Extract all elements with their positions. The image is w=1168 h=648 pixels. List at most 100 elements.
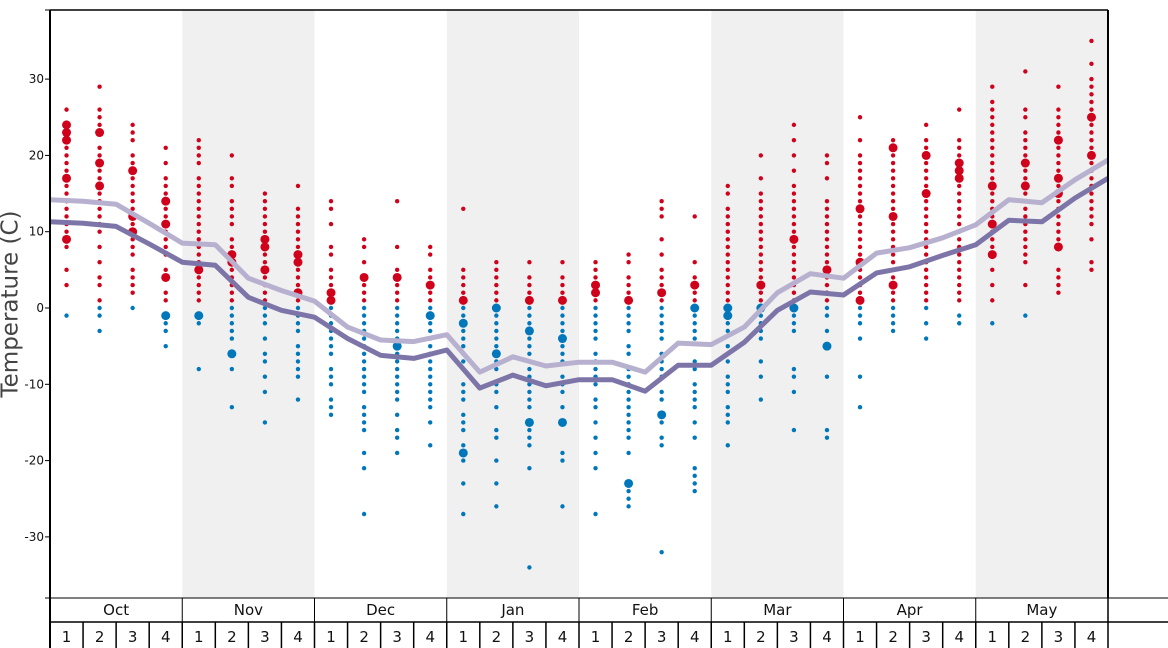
temperature-dot <box>295 244 301 250</box>
temperature-dot <box>262 374 268 379</box>
temperature-dot <box>957 237 962 242</box>
temperature-dot <box>560 328 565 334</box>
temperature-dot <box>593 466 598 471</box>
temperature-dot <box>692 260 697 265</box>
temperature-dot <box>1089 221 1094 227</box>
temperature-dot <box>1020 158 1030 168</box>
temperature-dot <box>659 214 664 219</box>
temperature-dot <box>361 351 367 356</box>
temperature-dot <box>890 260 896 265</box>
month-label: Mar <box>763 601 792 619</box>
temperature-dot <box>196 191 201 196</box>
temperature-dot <box>758 260 764 265</box>
temperature-dot <box>923 336 929 341</box>
temperature-dot <box>262 214 268 219</box>
temperature-dot <box>461 275 466 280</box>
temperature-dot <box>560 450 565 456</box>
temperature-dot <box>1056 183 1061 189</box>
temperature-dot <box>328 282 334 288</box>
temperature-dot <box>64 107 69 112</box>
lower-line <box>49 176 1110 394</box>
temperature-dot <box>328 305 334 311</box>
trend-lines <box>49 157 1110 394</box>
temperature-dot <box>328 351 334 356</box>
temperature-dot <box>855 295 865 305</box>
week-label: 4 <box>425 628 435 646</box>
temperature-dot <box>824 214 830 219</box>
temperature-dot <box>262 290 268 295</box>
temperature-dot <box>593 298 598 303</box>
temperature-dot <box>295 237 301 242</box>
week-label: 2 <box>359 628 369 646</box>
temperature-dot <box>97 191 102 196</box>
temperature-dot <box>626 275 631 280</box>
temperature-dot <box>990 267 995 273</box>
temperature-dot <box>130 305 135 311</box>
temperature-dot <box>130 153 135 158</box>
week-label: 4 <box>690 628 700 646</box>
week-label: 4 <box>822 628 832 646</box>
temperature-dot <box>1089 267 1094 273</box>
temperature-dot <box>295 267 301 273</box>
temperature-dot <box>890 290 896 295</box>
temperature-dot <box>725 244 730 250</box>
temperature-dot <box>593 260 598 265</box>
temperature-dot <box>524 326 534 336</box>
temperature-dot <box>725 389 730 395</box>
temperature-dot <box>560 282 565 288</box>
temperature-dot <box>1056 84 1061 89</box>
temperature-dot <box>328 267 334 273</box>
temperature-dot <box>295 359 301 364</box>
temperature-dot <box>725 221 730 227</box>
temperature-dot <box>890 328 896 334</box>
temperature-dot <box>890 252 896 257</box>
temperature-dot <box>923 298 929 303</box>
temperature-dot <box>723 303 733 313</box>
temperature-dot <box>957 313 962 318</box>
temperature-dot <box>593 366 598 372</box>
temperature-dot <box>923 168 929 173</box>
y-axis: 30 20 10 0 -10 -20 -30 <box>24 9 50 599</box>
temperature-dot <box>1023 237 1028 242</box>
temperature-dot <box>692 359 697 364</box>
temperature-dot <box>295 298 301 303</box>
temperature-dot <box>857 191 863 196</box>
temperature-dot <box>990 198 995 204</box>
temperature-dot <box>857 305 863 311</box>
temperature-dot <box>758 244 764 250</box>
temperature-dot <box>97 107 102 112</box>
temperature-dot <box>791 366 797 372</box>
temperature-dot <box>626 420 631 425</box>
week-label: 3 <box>1054 628 1064 646</box>
temperature-dot <box>428 397 433 402</box>
temperature-dot <box>923 252 929 257</box>
temperature-dot <box>394 298 400 303</box>
temperature-dot <box>990 99 995 105</box>
temperature-dot <box>990 321 995 326</box>
temperature-dot <box>1089 206 1094 212</box>
temperature-dot <box>262 221 268 227</box>
y-tick-label: 10 <box>29 225 44 239</box>
temperature-dot <box>163 244 168 250</box>
temperature-dot <box>725 214 730 219</box>
temperature-dot <box>857 176 863 181</box>
temperature-dot <box>824 206 830 212</box>
temperature-dot <box>857 374 863 379</box>
temperature-dot <box>921 150 931 160</box>
temperature-dot <box>163 321 168 326</box>
temperature-dot <box>923 305 929 311</box>
temperature-dot <box>990 237 995 242</box>
temperature-dot <box>593 404 598 410</box>
temperature-dot <box>394 282 400 288</box>
temperature-dot <box>560 351 565 356</box>
temperature-dot <box>196 145 201 150</box>
temperature-dot <box>725 229 730 234</box>
temperature-dot <box>458 448 468 458</box>
temperature-dot <box>97 275 102 280</box>
temperature-dot <box>494 481 499 486</box>
temperature-dot <box>857 321 863 326</box>
temperature-dot <box>890 305 896 311</box>
temperature-dot <box>791 267 797 273</box>
temperature-dot <box>196 160 201 166</box>
temperature-dot <box>923 137 929 143</box>
